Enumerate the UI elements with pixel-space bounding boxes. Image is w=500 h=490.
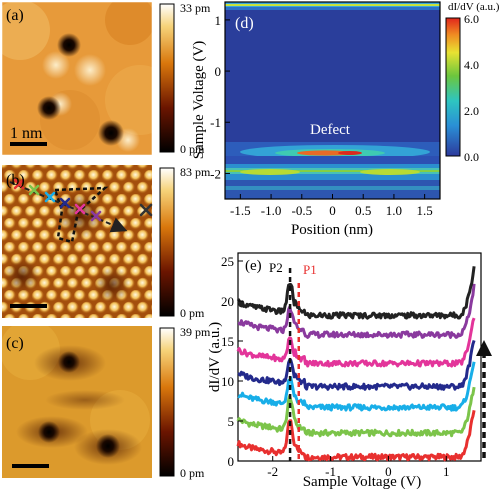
colorbar-a-min: 0 pm	[180, 142, 205, 156]
colorbar-c-min: 0 pm	[180, 466, 205, 480]
stm-image-b	[2, 165, 152, 318]
d-ytick-label: -2	[210, 166, 221, 181]
scale-bar-label-a: 1 nm	[10, 125, 43, 142]
colorbar-d-tick-label: 4.0	[464, 58, 479, 72]
panel-d: (d) Defect -1.5 -1.0 -0.5 0 0.5 1.0 1.510-1-2 …	[191, 1, 500, 238]
spectrum-line	[236, 386, 476, 438]
d-ytick-label: 1	[215, 13, 222, 28]
sequence-arrow-head	[476, 340, 492, 356]
stm-image-c	[2, 326, 152, 478]
colorbar-d-ticks: 6.0 4.0 2.0 0.0	[464, 12, 479, 164]
colorbar-b-max: 83 pm	[180, 165, 211, 179]
e-ytick-label: 10	[221, 374, 234, 389]
panel-a: (a) 1 nm 33 pm 0 pm	[1, 1, 211, 156]
colorbar-a	[159, 3, 175, 153]
e-xtick-label: -1	[325, 464, 336, 479]
e-ytick-label: 15	[221, 334, 234, 349]
colorbar-d-tick-label: 0.0	[464, 150, 479, 164]
colorbar-d	[445, 17, 461, 157]
marker-p2: P2	[269, 260, 283, 275]
colorbar-c-max: 39 pm	[180, 325, 211, 339]
colorbar-c	[159, 327, 175, 477]
spectrum-line	[237, 339, 476, 391]
linecut-end-marker	[139, 203, 153, 217]
heatmap-axes: -1.5 -1.0 -0.5 0 0.5 1.0 1.5 1 0 -1 -2	[210, 13, 433, 218]
e-xlabel: Sample Voltage (V)	[303, 474, 422, 490]
e-ytick-label: 25	[221, 254, 234, 269]
panel-label-a: (a)	[6, 7, 24, 24]
spectrum-line	[236, 317, 476, 368]
linecut-arrow	[9, 181, 128, 233]
e-xtick-label: 0	[385, 464, 392, 479]
panel-label-b: (b)	[6, 172, 25, 189]
e-ytick-label: 5	[228, 414, 235, 429]
e-ytick-label: 0	[228, 454, 235, 469]
d-xtick-label: 1.0	[386, 203, 402, 218]
d-xlabel: Position (nm)	[291, 222, 373, 238]
colorbar-d-tick-label: 2.0	[464, 104, 479, 118]
colorbar-a-max: 33 pm	[180, 1, 211, 15]
d-xtick-label: 0	[329, 203, 336, 218]
panel-label-e: (e)	[245, 258, 262, 274]
defect-outline	[53, 186, 109, 244]
defect-annotation: Defect	[310, 122, 351, 138]
d-xtick-label: 1.5	[417, 203, 433, 218]
e-ytick-label: 20	[221, 294, 234, 309]
e-xtick-label: 1	[443, 464, 450, 479]
panel-label-d: (d)	[235, 15, 254, 32]
colorbar-b-min: 0 pm	[180, 306, 205, 320]
spectrum-line	[237, 283, 476, 339]
e-ylabel: dI/dV (a.u.)	[207, 322, 223, 392]
d-xtick-label: -1.5	[230, 203, 251, 218]
e-xtick-label: -2	[267, 464, 278, 479]
d-xtick-label: 0.5	[355, 203, 371, 218]
heatmap-d	[225, 2, 440, 199]
panel-c: (c) 39 pm 0 pm	[2, 325, 211, 480]
spectrum-line	[236, 410, 476, 462]
stm-image-a	[2, 2, 152, 155]
colorbar-b	[159, 167, 175, 317]
spectrum-line	[237, 361, 476, 412]
d-ytick-label: -1	[210, 115, 221, 130]
panel-b: (b) 83 pm 0 pm	[2, 165, 211, 320]
colorbar-d-tick-label: 6.0	[464, 12, 479, 26]
spectrum-line	[236, 266, 476, 320]
linecut-markers	[13, 178, 102, 222]
d-xtick-label: -0.5	[291, 203, 312, 218]
d-ytick-label: 0	[215, 64, 222, 79]
marker-p1: P1	[303, 262, 317, 277]
colorbar-d-title: dI/dV (a.u.)	[448, 1, 500, 13]
d-xtick-label: -1.0	[261, 203, 282, 218]
d-ylabel: Sample Voltage (V)	[191, 41, 207, 160]
panel-label-c: (c)	[6, 335, 24, 352]
spectra-series	[236, 266, 476, 462]
